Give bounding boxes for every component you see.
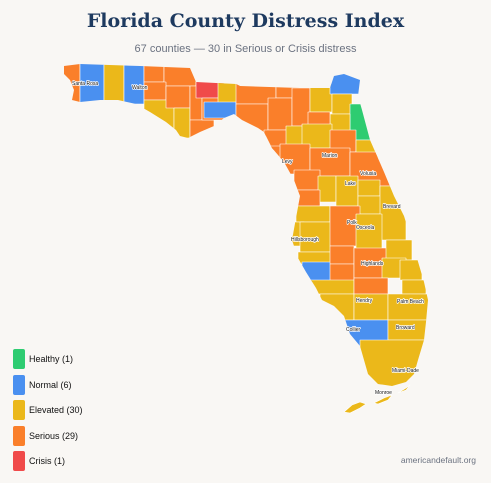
legend-label-healthy: Healthy (1) xyxy=(29,354,74,364)
county-hardee xyxy=(329,245,355,265)
map-title: Florida County Distress Index xyxy=(86,10,405,32)
county-label-volusia: Volusia xyxy=(360,171,376,177)
county-label-lake: Lake xyxy=(345,181,356,187)
county-labels: Santa Rosa Walton Marion Levy Volusia La… xyxy=(71,80,425,396)
county-label-collier: Collier xyxy=(346,327,361,333)
county-label-monroe: Monroe xyxy=(375,390,392,396)
county-martin xyxy=(401,279,427,295)
county-baker xyxy=(309,83,333,113)
county-sarasota xyxy=(301,261,333,283)
legend-label-crisis: Crisis (1) xyxy=(29,456,65,467)
county-label-highlands: Highlands xyxy=(361,261,384,267)
legend-swatch-healthy xyxy=(13,349,25,369)
legend-swatch-crisis xyxy=(13,451,25,472)
county-label-miami-dade: Miami-Dade xyxy=(392,368,419,374)
county-okaloosa xyxy=(103,64,125,105)
county-jackson xyxy=(163,64,197,87)
source-credit: americandefault.org xyxy=(400,455,476,465)
legend: Healthy (1) Normal (6) Elevated (30) Ser… xyxy=(13,349,83,477)
legend-item-normal: Normal (6) xyxy=(13,374,83,395)
legend-item-healthy: Healthy (1) xyxy=(13,349,83,369)
county-franklin xyxy=(189,119,215,139)
county-label-hillsborough: Hillsborough xyxy=(291,237,319,243)
county-st-lucie xyxy=(399,259,423,281)
county-duval xyxy=(331,93,353,115)
county-desoto xyxy=(329,263,355,283)
county-regions xyxy=(64,64,428,386)
county-indian-river xyxy=(385,239,413,261)
county-charlotte xyxy=(309,279,355,295)
county-columbia xyxy=(291,87,311,127)
county-santa-rosa xyxy=(79,64,105,105)
county-hernando xyxy=(295,189,321,207)
county-seminole xyxy=(357,179,381,197)
legend-swatch-normal xyxy=(13,374,25,395)
county-label-broward: Broward xyxy=(396,325,415,331)
county-nassau xyxy=(329,69,365,95)
county-taylor xyxy=(235,103,269,137)
county-osceola xyxy=(355,213,383,251)
legend-label-elevated: Elevated (30) xyxy=(29,405,83,416)
county-label-hendry: Hendry xyxy=(356,298,373,304)
county-holmes xyxy=(143,64,165,83)
county-label-marion: Marion xyxy=(322,153,338,159)
county-gulf xyxy=(173,107,191,139)
county-label-levy: Levy xyxy=(282,159,293,165)
county-hillsborough xyxy=(299,221,333,253)
county-citrus xyxy=(293,169,321,191)
county-palm-beach xyxy=(387,293,428,321)
county-lee xyxy=(319,293,355,321)
legend-item-serious: Serious (29) xyxy=(13,425,83,446)
map-subtitle: 67 counties — 30 in Serious or Crisis di… xyxy=(134,43,357,55)
county-walton xyxy=(123,64,145,105)
county-jefferson xyxy=(203,101,237,119)
county-label-walton: Walton xyxy=(132,85,148,91)
county-glades xyxy=(353,277,389,295)
legend-item-crisis: Crisis (1) xyxy=(13,451,83,472)
county-calhoun xyxy=(165,85,191,109)
legend-swatch-serious xyxy=(13,425,25,446)
county-label-santa-rosa: Santa Rosa xyxy=(72,81,98,87)
legend-item-elevated: Elevated (30) xyxy=(13,400,83,421)
county-brevard xyxy=(379,185,407,241)
county-label-polk: Polk xyxy=(347,220,357,226)
legend-label-serious: Serious (29) xyxy=(29,430,79,441)
county-suwannee xyxy=(267,97,293,131)
county-monroe-keys xyxy=(343,384,411,414)
county-hendry xyxy=(353,293,389,321)
legend-label-normal: Normal (6) xyxy=(29,379,72,390)
county-sumter xyxy=(317,175,337,203)
county-miami-dade xyxy=(359,339,428,386)
county-pasco xyxy=(295,205,331,223)
legend-swatch-elevated xyxy=(13,400,25,421)
county-label-brevard: Brevard xyxy=(383,204,401,210)
county-label-palm-beach: Palm Beach xyxy=(397,299,424,305)
county-label-osceola: Osceola xyxy=(356,225,375,231)
